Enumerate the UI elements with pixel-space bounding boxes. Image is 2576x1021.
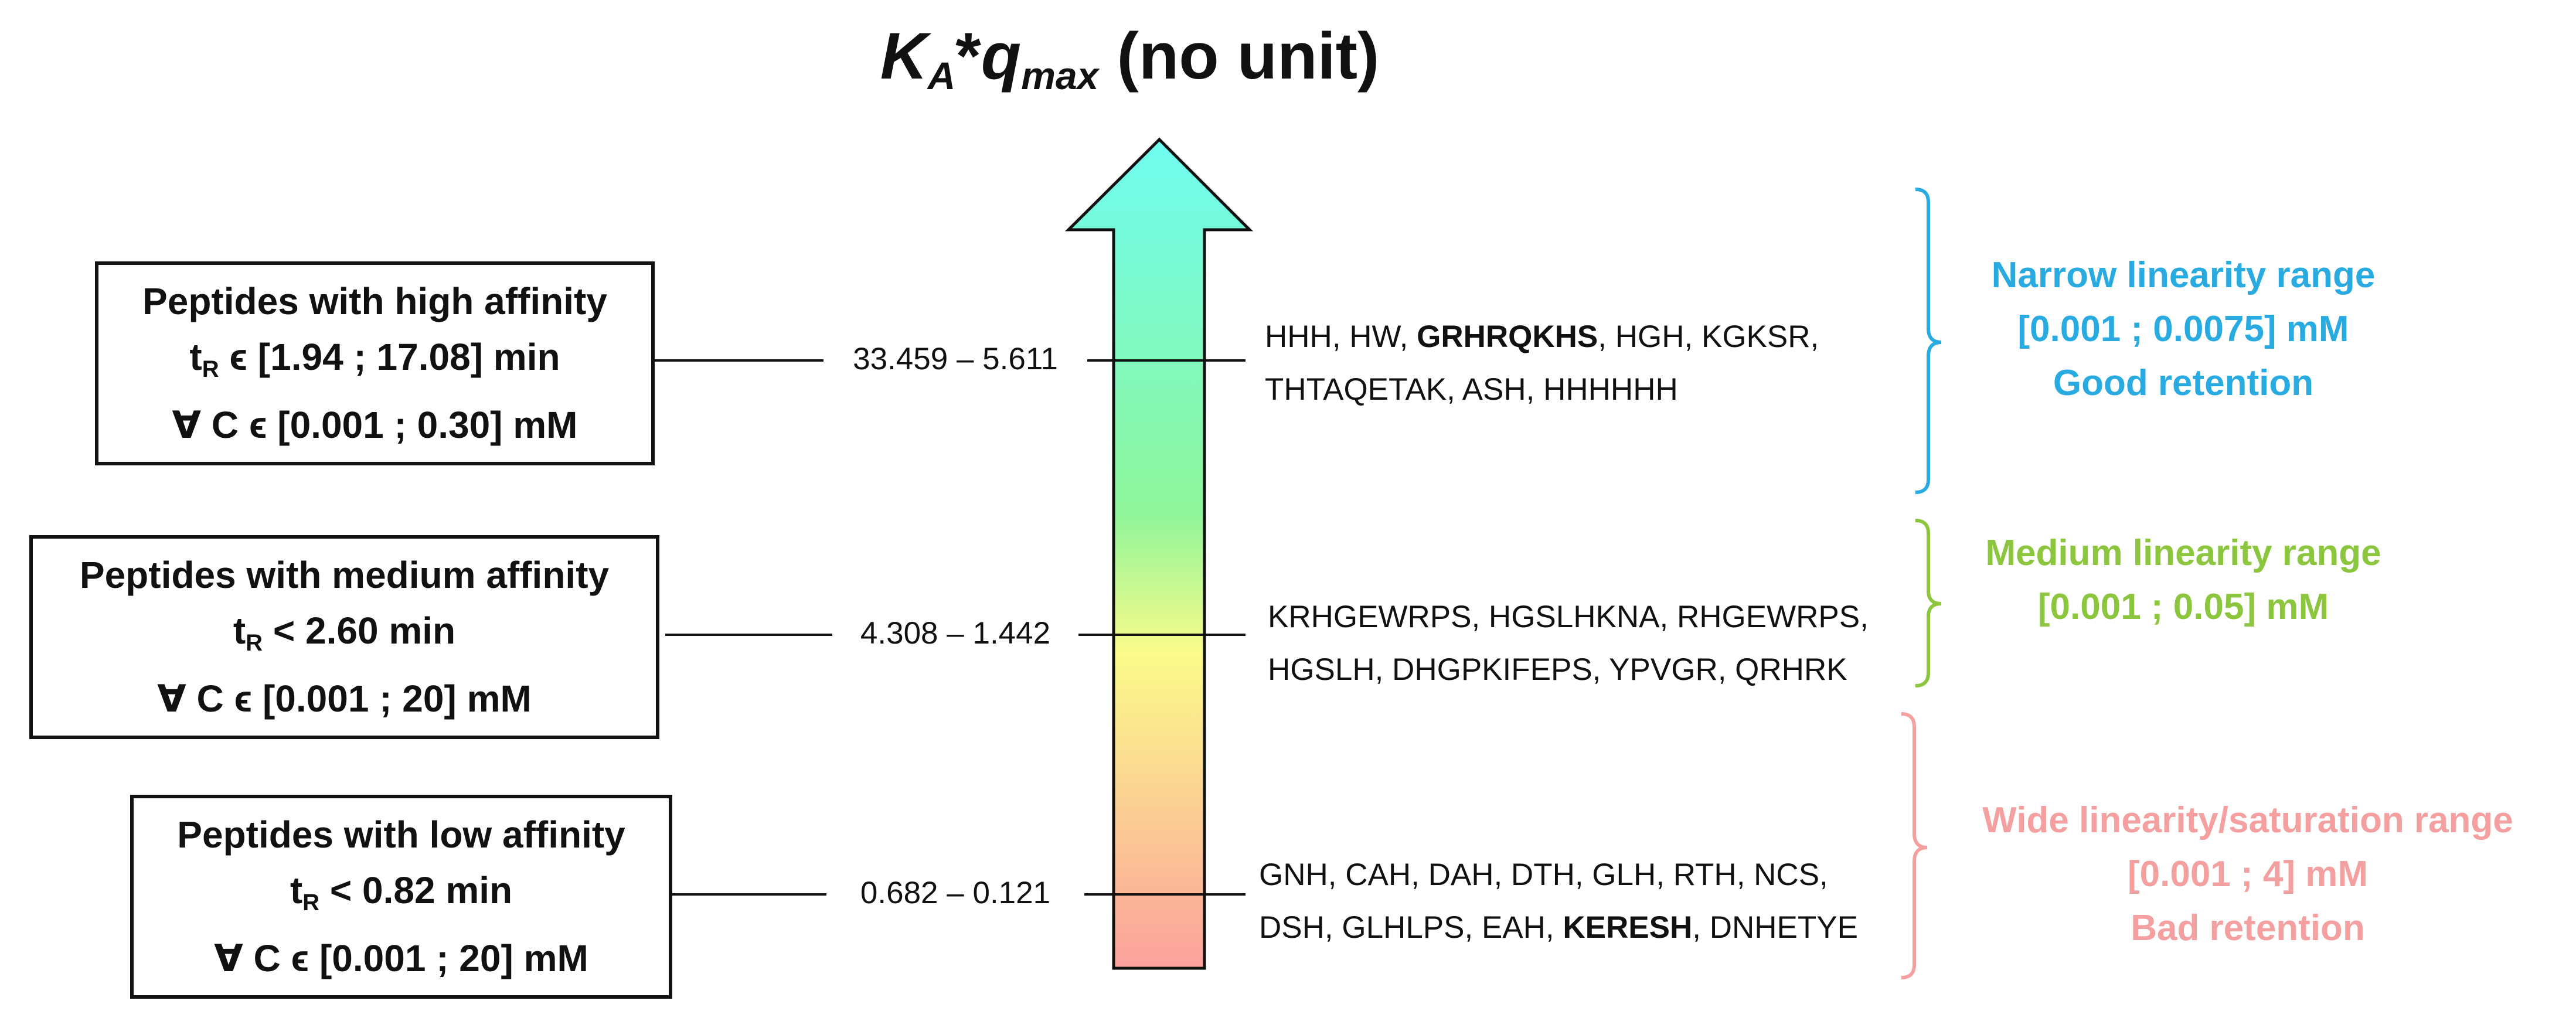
tr-value: ϵ [1.94 ; 17.08] min: [219, 336, 560, 378]
title-q: q: [981, 19, 1022, 93]
seq-text: , HGH, KGKSR,: [1598, 319, 1819, 354]
range-medium: 4.308 – 1.442: [860, 616, 1051, 651]
tr-value: < 2.60 min: [263, 610, 456, 652]
sequences-medium-line2: HGSLH, DHGPKIFEPS, YPVGR, QRHRK: [1268, 652, 1847, 687]
box-medium-title: Peptides with medium affinity: [79, 554, 610, 596]
sequences-medium-line1: KRHGEWRPS, HGSLHKNA, RHGEWRPS,: [1268, 600, 1869, 634]
medium-line1: Medium linearity range: [1985, 533, 2381, 573]
box-low-concentration: ∀ C ϵ [0.001 ; 20] mM: [214, 937, 588, 979]
sequences-high-line1: HHH, HW, GRHRQKHS, HGH, KGKSR,: [1265, 311, 1819, 363]
tr-subscript: R: [202, 356, 219, 382]
medium-line2: [0.001 ; 0.05] mM: [2037, 587, 2329, 627]
box-low-affinity: Peptides with low affinity tR < 0.82 min…: [130, 795, 672, 999]
range-high: 33.459 – 5.611: [853, 342, 1058, 376]
sequences-high-line2: THTAQETAK, ASH, HHHHHH: [1265, 372, 1678, 407]
box-high-affinity: Peptides with high affinity tR ϵ [1.94 ;…: [95, 261, 655, 465]
tr-label: t: [233, 610, 246, 652]
box-medium-retention: tR < 2.60 min: [233, 603, 455, 671]
sequences-medium: KRHGEWRPS, HGSLHKNA, RHGEWRPS, HGSLH, DH…: [1268, 591, 1869, 696]
title-unit: (no unit): [1117, 19, 1380, 93]
wide-line3: Bad retention: [2131, 908, 2365, 948]
narrow-line2: [0.001 ; 0.0075] mM: [2017, 309, 2349, 349]
narrow-line3: Good retention: [2053, 363, 2314, 403]
tr-subscript: R: [302, 890, 320, 916]
sequences-low: GNH, CAH, DAH, DTH, GLH, RTH, NCS, DSH, …: [1259, 849, 1858, 954]
bracket-label-narrow: Narrow linearity range [0.001 ; 0.0075] …: [1952, 249, 2415, 410]
title-star: *: [955, 19, 981, 93]
narrow-line1: Narrow linearity range: [1991, 255, 2376, 295]
seq-bold: KERESH: [1563, 910, 1693, 945]
bracket-wide: [1901, 712, 1928, 979]
gradient-arrow: [1064, 137, 1254, 970]
bracket-medium: [1915, 519, 1942, 688]
box-high-concentration: ∀ C ϵ [0.001 ; 0.30] mM: [172, 404, 578, 446]
seq-text: HHH, HW,: [1265, 319, 1417, 354]
tr-label: t: [189, 336, 202, 378]
bracket-label-medium: Medium linearity range [0.001 ; 0.05] mM: [1952, 526, 2415, 634]
title-k-subscript: A: [927, 54, 956, 97]
tr-value: < 0.82 min: [319, 869, 513, 911]
title-q-subscript: max: [1021, 54, 1099, 97]
tr-label: t: [290, 869, 303, 911]
sequences-high: HHH, HW, GRHRQKHS, HGH, KGKSR, THTAQETAK…: [1265, 311, 1819, 416]
seq-bold: GRHRQKHS: [1417, 319, 1598, 354]
box-medium-concentration: ∀ C ϵ [0.001 ; 20] mM: [157, 678, 532, 720]
range-low: 0.682 – 0.121: [860, 876, 1051, 910]
bracket-narrow: [1915, 188, 1942, 494]
wide-line1: Wide linearity/saturation range: [1982, 800, 2513, 840]
box-low-title: Peptides with low affinity: [177, 814, 625, 856]
sequences-low-line2: DSH, GLHLPS, EAH, KERESH, DNHETYE: [1259, 901, 1858, 954]
diagram-title: KA*qmax (no unit): [0, 23, 2418, 97]
tr-subscript: R: [246, 630, 263, 656]
sequences-low-line1: GNH, CAH, DAH, DTH, GLH, RTH, NCS,: [1259, 857, 1828, 892]
box-high-retention: tR ϵ [1.94 ; 17.08] min: [189, 329, 560, 397]
box-low-retention: tR < 0.82 min: [290, 863, 512, 931]
title-k: K: [880, 19, 928, 93]
box-high-title: Peptides with high affinity: [142, 280, 607, 322]
bracket-label-wide: Wide linearity/saturation range [0.001 ;…: [1934, 794, 2561, 955]
seq-text: DSH, GLHLPS, EAH,: [1259, 910, 1563, 945]
seq-text: , DNHETYE: [1692, 910, 1858, 945]
box-medium-affinity: Peptides with medium affinity tR < 2.60 …: [29, 535, 659, 739]
wide-line2: [0.001 ; 4] mM: [2127, 854, 2369, 894]
